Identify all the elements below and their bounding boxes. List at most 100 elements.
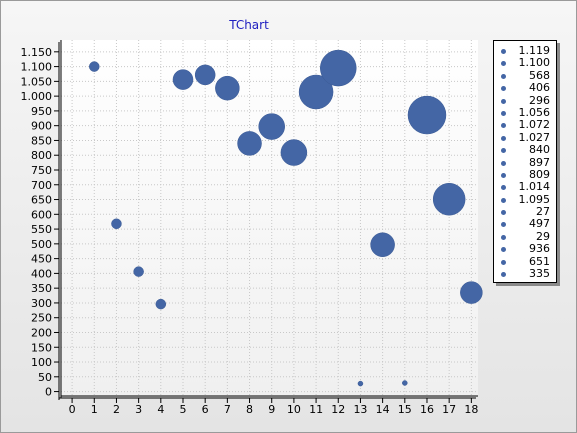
legend-label: 335 [529,267,550,281]
legend-marker-icon [501,61,506,67]
legend-label: 1.056 [518,105,551,119]
y-tick-label: 50 [38,371,52,384]
bubble-point [298,74,334,110]
bubble-point [407,95,447,135]
legend-item: 897 [494,155,556,169]
legend-item: 1.119 [494,44,556,57]
bubble-point [237,131,262,156]
x-tick-label: 4 [157,403,164,416]
legend-marker-icon [501,110,506,116]
x-tick-label: 17 [442,403,456,416]
y-tick-label: 850 [31,134,52,147]
x-tick-label: 13 [353,403,367,416]
legend-label: 840 [529,143,550,157]
y-tick-label: 800 [31,149,52,162]
x-tick-label: 1 [91,403,98,416]
legend-marker-icon [501,247,506,253]
legend-item: 936 [494,242,556,256]
legend-marker-icon [501,148,506,154]
legend-marker-icon [501,272,506,278]
bubble-point [133,266,144,277]
plot-area [61,40,478,396]
x-tick-label: 15 [398,403,412,416]
legend-marker-icon [501,123,506,129]
legend-marker-icon [501,222,506,228]
y-tick-label: 250 [31,312,52,325]
legend-marker-icon [501,98,506,104]
bubble-point [370,232,395,257]
legend-label: 1.095 [518,192,551,206]
y-tick-label: 500 [31,238,52,251]
bubble-point [111,218,122,230]
y-tick-label: 1.000 [21,90,53,103]
legend-item: 1.027 [494,130,556,144]
x-tick-label: 6 [202,403,209,416]
legend-marker-icon [501,234,506,240]
bubble-point [194,64,216,86]
y-tick-label: 650 [31,194,52,207]
bubble-point [320,49,357,87]
x-tick-label: 16 [420,403,434,416]
x-tick-label: 10 [287,403,301,416]
legend-item: 296 [494,94,556,107]
bubble-point [258,113,285,140]
y-tick-label: 150 [31,341,52,354]
y-tick-label: 350 [31,282,52,295]
legend-marker-icon [501,86,506,92]
y-tick-label: 1.100 [21,61,53,74]
y-tick-label: 300 [31,297,52,310]
legend-marker-icon [501,197,506,203]
y-tick-label: 1.050 [21,75,53,88]
x-tick-label: 0 [69,403,76,416]
legend-label: 568 [529,68,550,82]
x-tick-label: 9 [268,403,275,416]
x-tick-label: 14 [376,403,390,416]
legend-label: 1.027 [518,130,551,144]
legend-label: 27 [536,205,550,219]
legend-marker-icon [501,172,506,178]
x-tick-label: 8 [246,403,253,416]
legend-item: 1.095 [494,192,556,206]
legend-item: 1.014 [494,180,556,194]
legend-item: 809 [494,167,556,181]
legend-label: 809 [529,167,550,181]
y-tick-label: 750 [31,164,52,177]
legend-label: 1.014 [518,180,551,194]
x-tick-label: 3 [135,403,142,416]
y-tick-label: 400 [31,267,52,280]
legend-label: 406 [529,81,550,95]
y-tick-label: 550 [31,223,52,236]
legend-label: 29 [536,229,550,243]
legend-marker-icon [501,73,506,79]
legend-item: 406 [494,81,556,95]
legend-item: 651 [494,254,556,268]
legend-marker-icon [501,259,506,265]
legend-marker-icon [501,210,506,216]
legend-item: 335 [494,267,556,281]
legend-label: 897 [529,155,550,169]
bubble-point [460,281,483,304]
legend-item: 29 [494,229,556,243]
legend-marker-icon [501,135,506,141]
y-tick-label: 450 [31,253,52,266]
y-tick-label: 1.150 [21,46,53,59]
legend-marker-icon [501,185,506,191]
x-tick-label: 12 [331,403,345,416]
y-tick-label: 700 [31,179,52,192]
bubble-point [280,139,308,166]
bubble-point [172,69,194,90]
y-tick-label: 200 [31,326,52,339]
legend-marker-icon [501,160,506,166]
legend-item: 568 [494,68,556,82]
bubble-point [432,182,466,216]
bubble-point [155,298,167,310]
legend-label: 651 [529,254,550,268]
y-tick-label: 950 [31,105,52,118]
legend-item: 1.056 [494,105,556,119]
y-tick-label: 600 [31,208,52,221]
legend-label: 1.072 [518,118,551,132]
legend-label: 936 [529,242,550,256]
y-tick-label: 900 [31,120,52,133]
bubble-point [402,380,408,386]
